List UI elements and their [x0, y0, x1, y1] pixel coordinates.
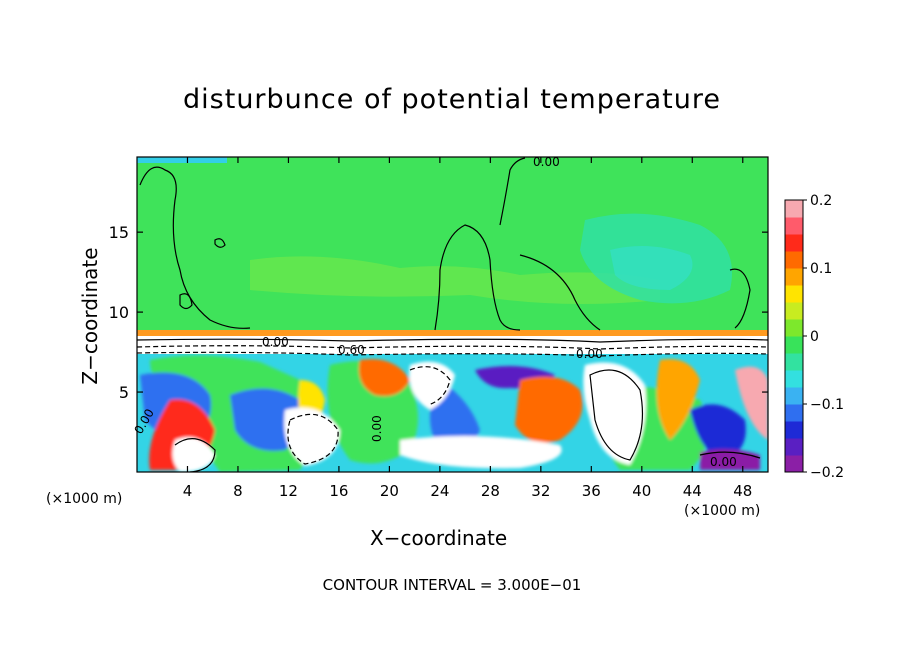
- colorbar-swatch: [785, 234, 803, 252]
- colorbar-swatch: [785, 200, 803, 218]
- colorbar-swatch: [785, 319, 803, 337]
- plot-area: [137, 157, 768, 472]
- x-tick-label: 48: [733, 482, 752, 500]
- contour-lower-2: [287, 413, 339, 465]
- contour-upper-right: [519, 254, 601, 331]
- colorbar-swatch: [785, 353, 803, 371]
- contour-small-1: [179, 293, 193, 310]
- contour-lines: [137, 157, 768, 472]
- eddy-red-3: [359, 359, 410, 396]
- colorbar-swatch: [785, 370, 803, 388]
- colorbar-swatch: [785, 404, 803, 422]
- x-tick-label: 44: [683, 482, 702, 500]
- inversion-band: [137, 330, 768, 336]
- colorbar-swatch: [785, 217, 803, 235]
- contour-small-2: [214, 238, 226, 248]
- colorbar-tick-label: 0.1: [810, 261, 832, 277]
- x-unit-label-left: (×1000 m): [46, 491, 123, 507]
- colorbar-swatch: [785, 455, 803, 473]
- colorbar-swatch: [785, 421, 803, 439]
- colorbar-tick-label: −0.2: [810, 465, 844, 481]
- colorbar-swatch: [785, 387, 803, 405]
- contour-band-3: [137, 351, 768, 357]
- colorbar: 0.2 0.1 0 −0.1 −0.2: [784, 193, 844, 481]
- eddy-white-2: [284, 407, 340, 466]
- x-tick-label: 16: [329, 482, 348, 500]
- x-axis-label: X−coordinate: [370, 526, 508, 550]
- contour-band-1: [137, 338, 768, 343]
- mixed-layer-eddies: [140, 355, 768, 472]
- x-tick-label: 36: [582, 482, 601, 500]
- colorbar-swatch: [785, 268, 803, 286]
- contour-right-edge: [729, 268, 751, 329]
- contour-label: 0.00: [370, 415, 384, 442]
- eddy-pink-1: [735, 366, 768, 440]
- eddy-white-1: [172, 437, 215, 472]
- colorbar-swatch: [785, 336, 803, 354]
- eddy-orange-1: [656, 359, 700, 440]
- eddy-white-5: [583, 362, 646, 465]
- colorbar-tick-label: 0: [810, 329, 819, 345]
- contour-label: 0.00: [576, 347, 603, 361]
- y-tick-label: 15: [109, 223, 129, 242]
- eddy-red-2: [515, 376, 583, 443]
- contour-lower-4: [409, 366, 451, 406]
- contour-upper-plume: [434, 224, 521, 331]
- upper-field-patch-cyan-2: [610, 246, 693, 290]
- contour-label: 0.00: [533, 155, 560, 169]
- x-tick-label: 8: [233, 482, 243, 500]
- x-tick-label: 4: [183, 482, 193, 500]
- eddy-blue-2: [230, 388, 303, 451]
- colorbar-swatch: [785, 302, 803, 320]
- plot-frame: [136, 156, 769, 473]
- contour-lower-5: [699, 451, 761, 459]
- y-tick-label: 5: [119, 383, 129, 402]
- contour-lower-3: [589, 369, 644, 461]
- contour-upper-left: [139, 166, 251, 329]
- contour-interval-note: CONTOUR INTERVAL = 3.000E−01: [322, 576, 582, 594]
- upper-field-top-band: [137, 157, 227, 163]
- x-tick-label: 20: [380, 482, 399, 500]
- x-tick-label: 24: [430, 482, 449, 500]
- y-tick-label: 10: [109, 303, 129, 322]
- x-tick-label: 32: [531, 482, 550, 500]
- y-axis: 5 10 15: [109, 223, 768, 402]
- eddy-white-4: [400, 436, 562, 469]
- contour-band-2: [137, 345, 768, 350]
- colorbar-swatch: [785, 251, 803, 269]
- x-unit-label-right: (×1000 m): [684, 503, 761, 519]
- contour-label: 0.00: [710, 455, 737, 469]
- colorbar-swatch: [785, 438, 803, 456]
- contour-label: 0.60: [338, 343, 365, 357]
- chart-title: disturbunce of potential temperature: [183, 84, 721, 115]
- contour-label: 0.00: [262, 335, 289, 349]
- colorbar-tick-label: 0.2: [810, 193, 832, 209]
- x-tick-label: 12: [279, 482, 298, 500]
- contour-lower-1: [174, 438, 216, 472]
- inversion-band-white: [137, 336, 768, 354]
- colorbar-tick-label: −0.1: [810, 397, 844, 413]
- x-tick-label: 28: [481, 482, 500, 500]
- x-tick-label: 40: [632, 482, 651, 500]
- contour-upper-plume-2: [499, 157, 526, 226]
- colorbar-swatch: [785, 285, 803, 303]
- x-axis: 4 8 12 16 20 24 28 32 36 40 44 48: [183, 157, 752, 500]
- upper-field-patch: [250, 256, 660, 304]
- y-axis-label: Z−coordinate: [78, 247, 102, 385]
- eddy-blue-4: [690, 404, 746, 460]
